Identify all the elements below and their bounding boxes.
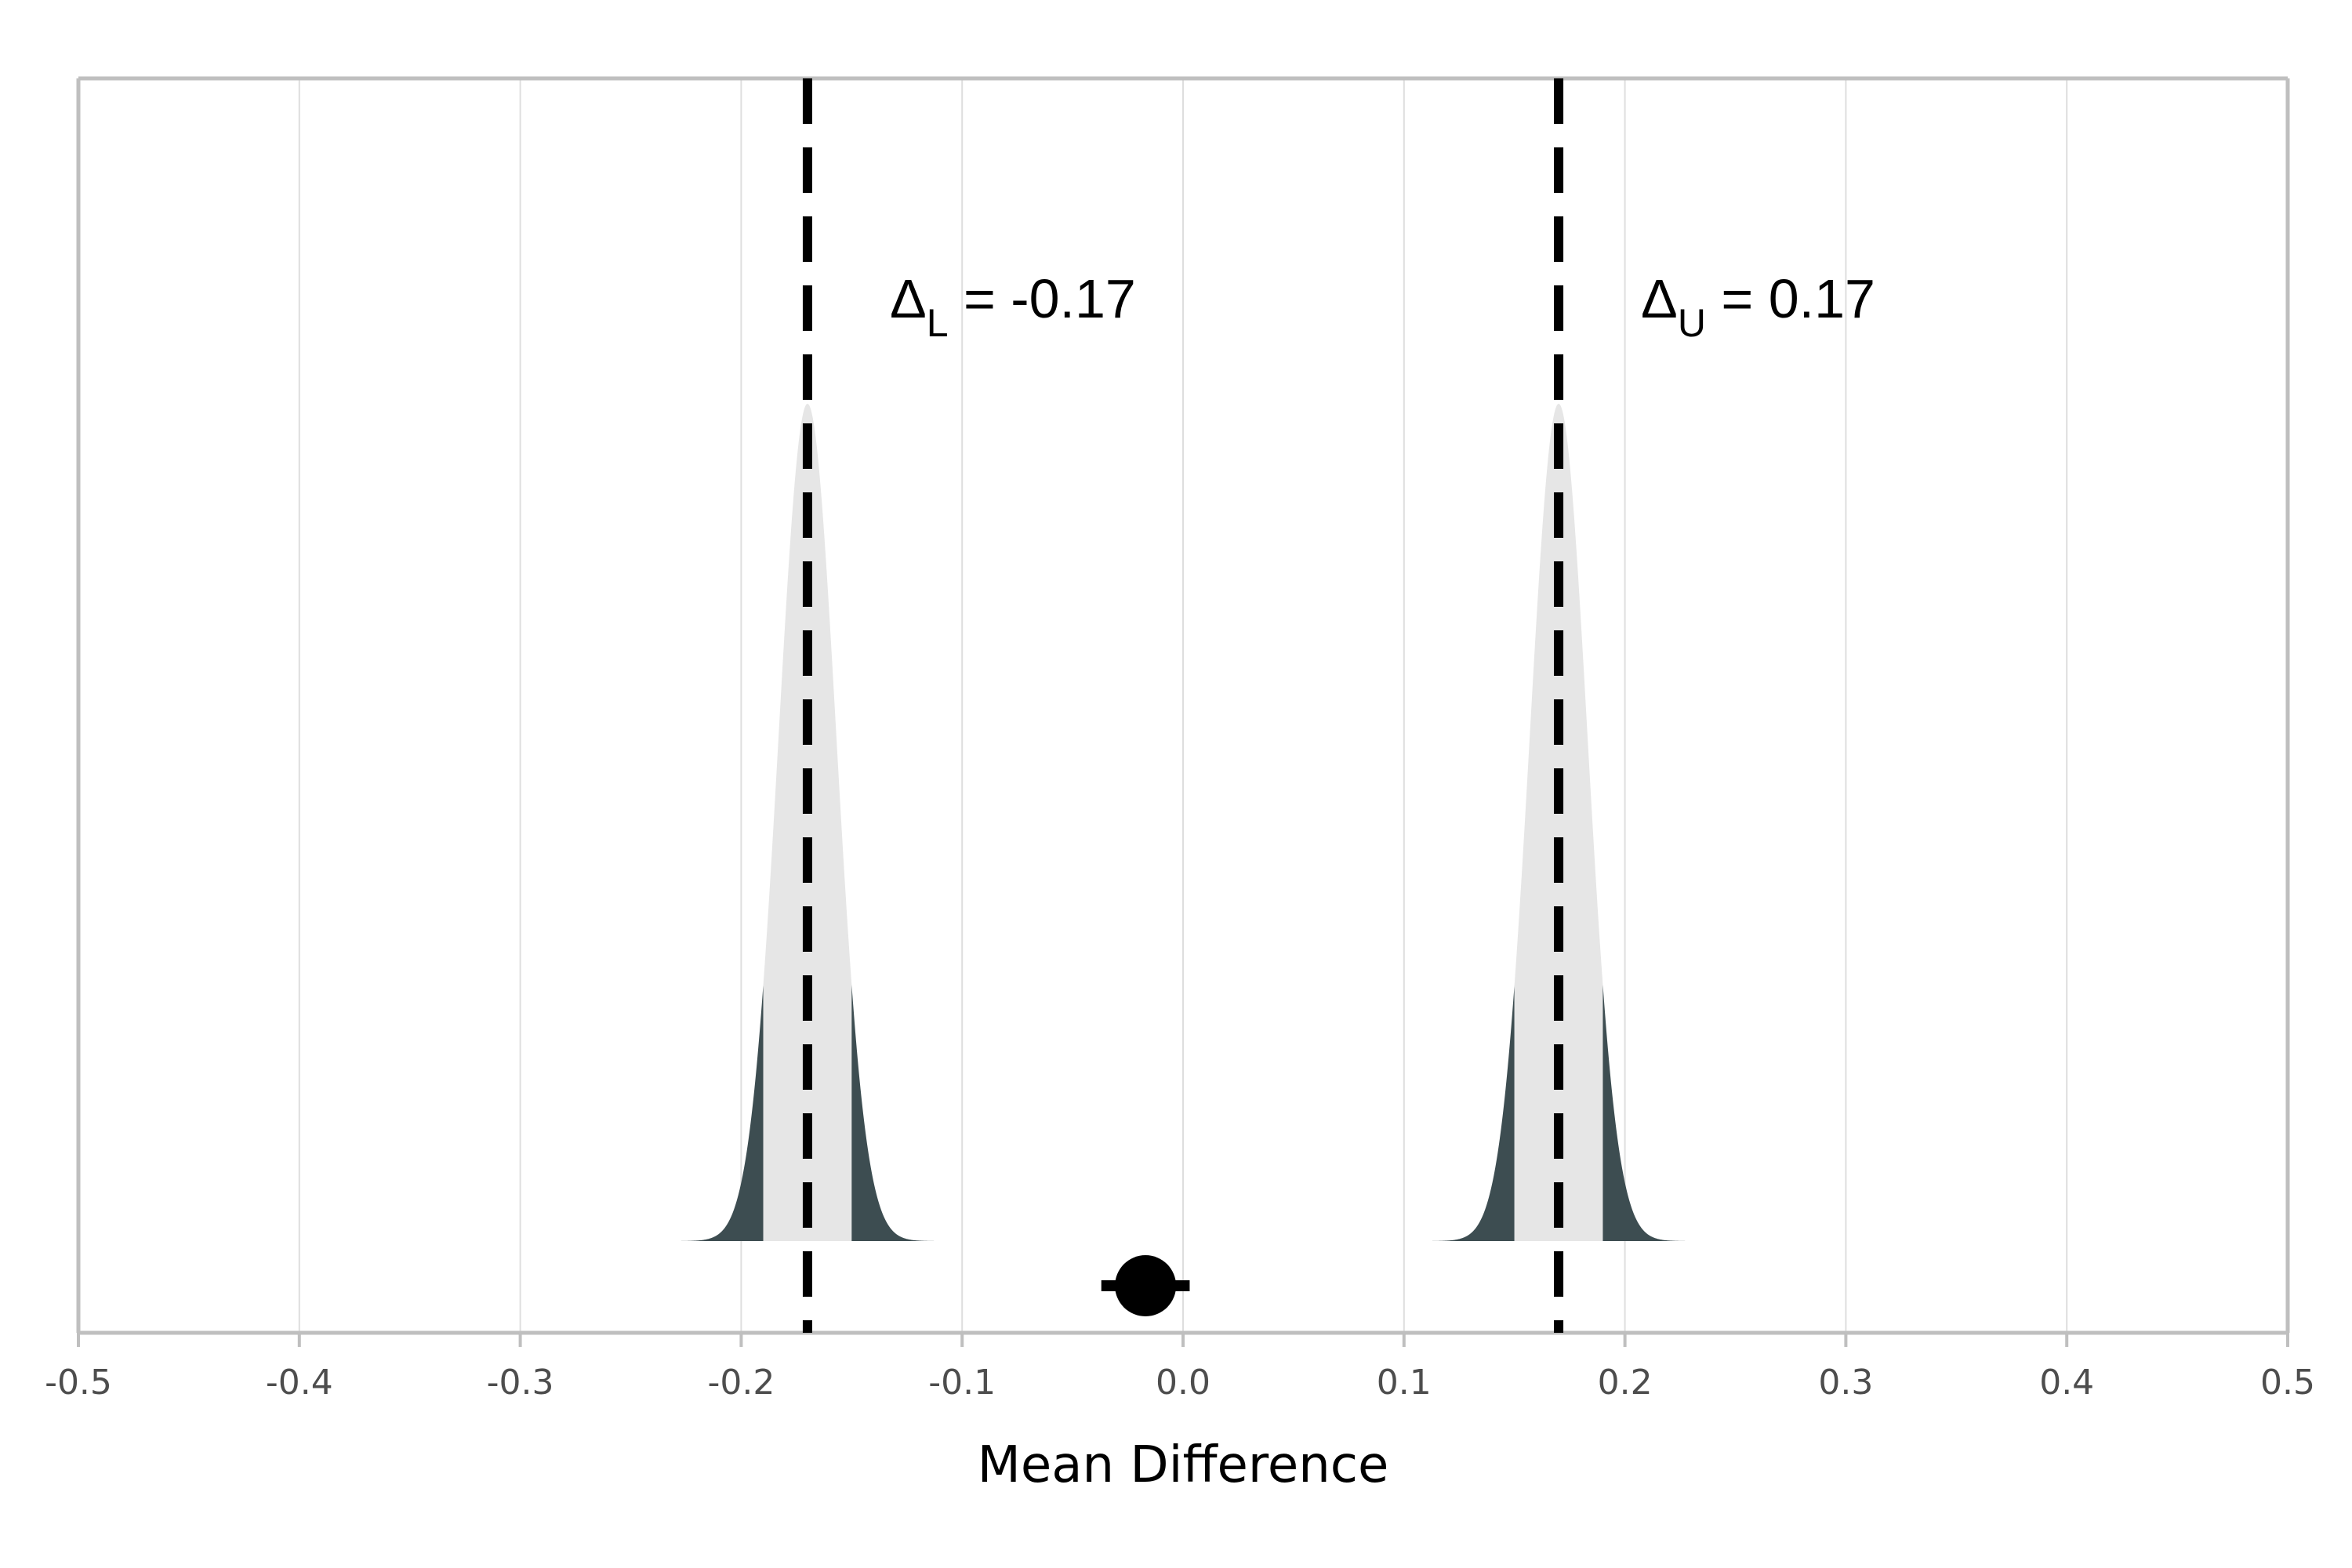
bound-label-l: ΔL = -0.17: [890, 268, 1136, 345]
x-tick-label-2: -0.3: [487, 1363, 554, 1403]
x-axis-ticks: -0.5 -0.4 -0.3 -0.2 -0.1 0.0 0.1 0.2 0.3 0.4 0.5: [45, 1333, 2315, 1403]
equivalence-bounds: ΔL = -0.17 ΔU = 0.17: [802, 78, 1875, 1333]
distributions: [674, 404, 1692, 1241]
distribution-1-left-tail: [1425, 984, 1515, 1241]
distribution-0-center: [763, 404, 852, 1241]
x-tick-label-3: -0.2: [707, 1363, 775, 1403]
grid-lines: [78, 78, 2288, 1333]
distribution-1-right-tail: [1602, 984, 1692, 1241]
x-tick-label-0: -0.5: [45, 1363, 112, 1403]
distribution-0-left-tail: [674, 984, 764, 1241]
distribution-0-right-tail: [851, 984, 941, 1241]
x-tick-label-4: -0.1: [928, 1363, 996, 1403]
x-tick-label-6: 0.1: [1377, 1363, 1432, 1403]
x-tick-label-8: 0.3: [1818, 1363, 1873, 1403]
x-tick-label-1: -0.4: [266, 1363, 333, 1403]
distribution-1-center: [1514, 404, 1603, 1241]
x-tick-label-9: 0.4: [2039, 1363, 2094, 1403]
bound-label-u: ΔU = 0.17: [1641, 268, 1875, 345]
x-tick-label-7: 0.2: [1598, 1363, 1653, 1403]
estimate-point: [1115, 1255, 1177, 1316]
x-axis-title: Mean Difference: [978, 1436, 1389, 1494]
estimate: [1101, 1255, 1190, 1316]
x-tick-label-10: 0.5: [2260, 1363, 2315, 1403]
x-tick-label-5: 0.0: [1156, 1363, 1210, 1403]
